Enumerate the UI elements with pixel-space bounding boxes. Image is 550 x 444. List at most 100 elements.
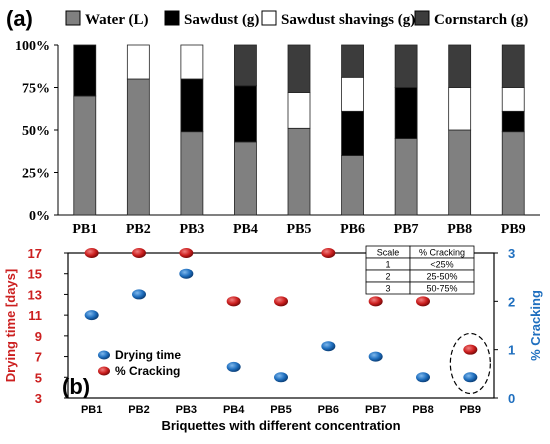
bar-segment-pb7-water-l (394, 138, 418, 216)
x-tick-label-pb8: PB8 (447, 222, 472, 237)
table-cell: 2 (385, 272, 390, 282)
legend-label-cracking: % Cracking (115, 364, 180, 378)
y-tick-label: 25% (22, 167, 50, 182)
legend-swatch-cracking (98, 366, 110, 376)
point-cracking-pb4 (226, 296, 241, 307)
bar-segment-pb5-cornstarch-g (287, 44, 311, 93)
bar-segment-pb7-sawdust-g (394, 87, 418, 139)
bar-segment-pb9-cornstarch-g (501, 44, 525, 88)
x-tick-label-pb3: PB3 (179, 222, 204, 237)
bar-segment-pb6-cornstarch-g (341, 44, 364, 78)
x-tick-label-pb4: PB4 (233, 222, 258, 237)
x-tick-label-pb7: PB7 (394, 222, 419, 237)
legend-swatch-sawdust-g (164, 10, 180, 26)
bar-segment-pb2-water-l (126, 78, 150, 216)
left-y-tick-label: 7 (35, 350, 42, 365)
left-y-tick-label: 15 (28, 267, 42, 282)
stacked-bar-chart: (a) Water (L) Sawdust (g) Sawdust shavings … (6, 6, 540, 237)
point-drying-time-pb8 (416, 372, 430, 383)
left-y-tick-label: 9 (35, 329, 42, 344)
y-tick-label: 50% (22, 124, 50, 139)
x-tick-label-pb1: PB1 (72, 222, 97, 237)
point-drying-time-pb7 (368, 351, 383, 362)
x-tick-label-pb6: PB6 (318, 404, 339, 416)
x-tick-label-pb7: PB7 (365, 404, 386, 416)
bar-segment-pb6-water-l (341, 155, 364, 216)
point-drying-time-pb3 (179, 268, 194, 279)
highlight-pb9-ellipse (449, 332, 491, 395)
table-cell: 25-50% (426, 272, 457, 282)
bar-segment-pb5-water-l (287, 127, 311, 216)
legend-label-sawdust-g: Sawdust (g) (184, 12, 259, 28)
bar-segment-pb3-sawdust-g (180, 78, 204, 133)
bar-segment-pb8-water-l (448, 129, 472, 216)
point-drying-time-pb2 (132, 289, 146, 300)
stacked-bar-chart-panel: (a) Water (L) Sawdust (g) Sawdust shavings … (6, 6, 540, 237)
x-tick-label-pb5: PB5 (270, 404, 291, 416)
point-drying-time-pb1 (84, 310, 99, 321)
right-y-axis-title: % Cracking (528, 290, 543, 361)
bar-segment-pb4-water-l (234, 141, 257, 216)
y-tick-label: 0% (29, 209, 50, 224)
bar-segment-pb9-water-l (501, 131, 525, 216)
x-tick-label-pb4: PB4 (223, 404, 245, 416)
right-y-tick-label: 1 (508, 343, 515, 358)
scale-table: Scale % Cracking 1 <25% 2 25-50% 3 50-75% (365, 245, 475, 295)
x-tick-label-pb6: PB6 (340, 222, 365, 237)
left-y-axis-title: Drying time [days] (3, 269, 18, 382)
left-y-tick-label: 5 (35, 370, 42, 385)
left-y-tick-label: 3 (35, 391, 42, 406)
panel-label: (a) (6, 6, 33, 31)
right-y-tick-label: 0 (508, 391, 515, 406)
point-drying-time-pb5 (274, 372, 288, 383)
point-cracking-pb7 (368, 296, 383, 307)
legend-swatch-cornstarch-g (414, 10, 430, 26)
point-cracking-pb8 (416, 296, 430, 307)
panel-label: (b) (62, 374, 90, 399)
bar-segment-pb4-cornstarch-g (234, 44, 257, 87)
left-y-tick-label: 17 (28, 246, 42, 261)
table-cell-border (409, 281, 475, 295)
bar-segment-pb5-sawdust-shavings-g (287, 92, 311, 129)
bar-segment-pb7-cornstarch-g (394, 44, 418, 88)
scatter-chart-panel: 3 5 7 9 11 13 15 17 0 1 2 3 Drying time [days]% Crac… (0, 238, 550, 439)
x-tick-label-pb2: PB2 (126, 222, 151, 237)
legend-label-drying-time: Drying time (115, 348, 181, 362)
point-drying-time-pb4 (226, 361, 241, 372)
point-drying-time-pb9 (463, 372, 478, 383)
x-tick-label-pb1: PB1 (81, 404, 102, 416)
legend-swatch-sawdust-shavings-g (261, 10, 277, 26)
point-cracking-pb3 (179, 248, 194, 258)
x-tick-label-pb2: PB2 (128, 404, 149, 416)
bar-segment-pb1-water-l (73, 95, 97, 216)
y-tick-label: 100% (15, 39, 50, 54)
bar-segment-pb3-sawdust-shavings-g (180, 44, 204, 80)
point-cracking-pb1 (84, 248, 99, 258)
legend-swatch-drying-time (98, 350, 110, 360)
table-header-cell: Scale (377, 248, 400, 258)
x-tick-label-pb9: PB9 (460, 404, 481, 416)
plot-frame (67, 252, 495, 399)
bar-segment-pb1-sawdust-g (73, 44, 97, 97)
x-axis-title: Briquettes with different concentration (161, 418, 400, 433)
legend-label-water-l: Water (L) (85, 12, 148, 28)
table-cell: 1 (385, 260, 390, 270)
point-cracking-pb2 (132, 248, 146, 258)
table-cell: 50-75% (426, 284, 457, 294)
bar-segment-pb6-sawdust-g (341, 110, 364, 156)
bar-segment-pb8-sawdust-shavings-g (448, 87, 472, 131)
x-tick-label-pb3: PB3 (176, 404, 197, 416)
y-tick-label: 75% (22, 82, 50, 97)
point-cracking-pb5 (274, 296, 288, 307)
table-cell: 3 (385, 284, 390, 294)
right-y-tick-label: 2 (508, 294, 515, 309)
bar-segment-pb9-sawdust-g (501, 110, 525, 133)
bar-segment-pb8-cornstarch-g (448, 44, 472, 88)
x-tick-label-pb9: PB9 (501, 222, 526, 237)
point-cracking-pb6 (321, 248, 336, 258)
legend-label-cornstarch-g: Cornstarch (g) (434, 12, 528, 28)
point-cracking-pb9 (463, 344, 478, 355)
bar-segment-pb4-sawdust-g (234, 85, 257, 143)
x-tick-label-pb5: PB5 (287, 222, 312, 237)
